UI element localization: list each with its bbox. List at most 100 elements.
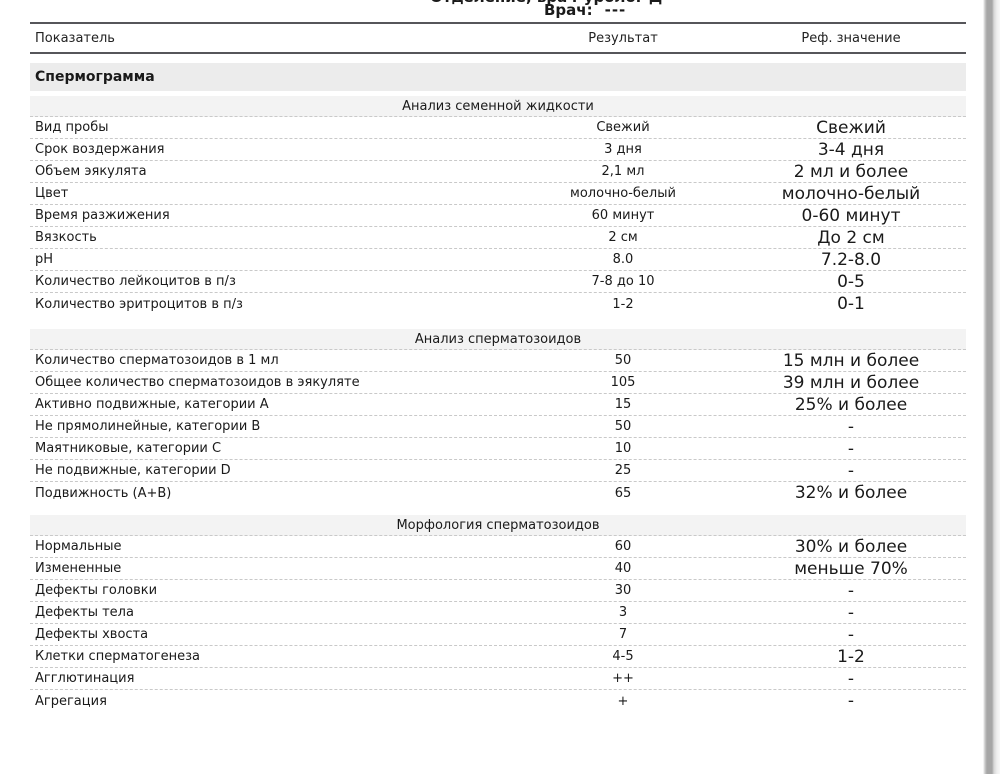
table-row: Не прямолинейные, категории B 50 -: [30, 416, 966, 438]
row-label: Количество сперматозоидов в 1 мл: [35, 353, 279, 368]
clipped-header-line: Отделение, врач-уролог Д: [430, 0, 690, 6]
table-row: Агглютинация ++ -: [30, 668, 966, 690]
section-title-band: Анализ семенной жидкости: [30, 96, 966, 117]
table-row: Вязкость 2 см До 2 см: [30, 227, 966, 249]
table-row: Время разжижения 60 минут 0-60 минут: [30, 205, 966, 227]
row-reference: Свежий: [816, 117, 886, 138]
row-result: 3: [618, 605, 628, 620]
table-row: Маятниковые, категории C 10 -: [30, 438, 966, 460]
row-result: 65: [614, 485, 632, 501]
row-label: pH: [35, 252, 54, 267]
row-reference: 32% и более: [794, 483, 908, 503]
lab-report-page: Отделение, врач-уролог Д Врач:--- Показа…: [30, 0, 966, 712]
row-label: Количество лейкоцитов в п/з: [35, 274, 236, 289]
row-reference: 0-5: [837, 271, 865, 292]
row-reference: -: [847, 668, 855, 689]
row-result: +: [617, 693, 629, 709]
table-row: Количество эритроцитов в п/з 1-2 0-1: [30, 293, 966, 315]
row-result: 2 см: [608, 230, 638, 245]
row-result: ++: [612, 671, 634, 686]
table-row: Дефекты тела 3 -: [30, 602, 966, 624]
row-reference: 30% и более: [794, 536, 908, 557]
row-reference: молочно-белый: [781, 183, 921, 204]
row-label: Цвет: [35, 186, 69, 201]
row-reference: До 2 см: [817, 227, 885, 248]
row-reference: меньше 70%: [794, 558, 908, 579]
table-row: pH 8.0 7.2-8.0: [30, 249, 966, 271]
row-label: Активно подвижные, категории A: [35, 397, 269, 412]
row-reference: -: [847, 691, 855, 711]
row-reference: -: [847, 602, 855, 623]
row-result: 40: [614, 561, 632, 576]
row-label: Агглютинация: [35, 671, 135, 686]
row-label: Клетки сперматогенеза: [35, 649, 200, 664]
row-label: Вид пробы: [35, 120, 109, 135]
row-reference: -: [847, 438, 855, 459]
row-label: Маятниковые, категории C: [35, 441, 222, 456]
row-label: Время разжижения: [35, 208, 170, 223]
table-row: Подвижность (A+B) 65 32% и более: [30, 482, 966, 504]
section-title-band: Морфология сперматозоидов: [30, 515, 966, 536]
row-result: 105: [610, 375, 636, 390]
row-reference: -: [847, 416, 855, 437]
row-result: 7: [618, 627, 628, 642]
report-title-band: Спермограмма: [30, 63, 966, 91]
sections: Анализ семенной жидкости Вид пробы Свежий С…: [30, 96, 966, 712]
clipped-header-text: Отделение, врач-уролог Д: [430, 0, 690, 6]
top-rule: [30, 22, 966, 24]
doctor-line: Врач: ---: [544, 1, 626, 19]
row-label: Нормальные: [35, 539, 122, 554]
table-row: Дефекты хвоста 7 -: [30, 624, 966, 646]
row-reference: -: [847, 580, 855, 601]
table-row: Нормальные 60 30% и более: [30, 536, 966, 558]
table-row: Общее количество сперматозоидов в эякуля…: [30, 372, 966, 394]
section-rows: Вид пробы Свежий Свежий Срок воздержания 3 д…: [30, 117, 966, 315]
row-reference: 7.2-8.0: [820, 249, 882, 270]
row-label: Подвижность (A+B): [35, 485, 172, 501]
row-label: Агрегация: [35, 693, 107, 709]
table-column-header: Показатель Результат Реф. значение: [30, 24, 966, 52]
row-label: Измененные: [35, 561, 122, 576]
table-row: Количество сперматозоидов в 1 мл 50 15 млн…: [30, 350, 966, 372]
row-result: 60 минут: [591, 208, 655, 223]
row-result: 25: [614, 463, 632, 478]
table-row: Клетки сперматогенеза 4-5 1-2: [30, 646, 966, 668]
vertical-scrollbar[interactable]: [983, 0, 1000, 774]
row-reference: 2 мл и более: [793, 161, 909, 182]
row-label: Дефекты хвоста: [35, 627, 149, 642]
header-bottom-rule: [30, 52, 966, 54]
row-reference: 1-2: [837, 646, 865, 667]
section-rows: Количество сперматозоидов в 1 мл 50 15 млн…: [30, 350, 966, 504]
row-result: 1-2: [612, 296, 634, 312]
report-title: Спермограмма: [35, 69, 155, 85]
row-reference: 3-4 дня: [817, 139, 885, 160]
column-indicator: Показатель: [35, 30, 115, 46]
row-label: Количество эритроцитов в п/з: [35, 296, 243, 312]
row-result: 3 дня: [604, 142, 642, 157]
row-result: Свежий: [596, 120, 650, 135]
row-result: 4-5: [612, 649, 634, 664]
row-reference: -: [847, 624, 855, 645]
table-row: Цвет молочно-белый молочно-белый: [30, 183, 966, 205]
row-result: 50: [614, 419, 632, 434]
doctor-label: Врач:: [544, 1, 593, 19]
doctor-value: ---: [604, 1, 627, 19]
row-result: молочно-белый: [570, 186, 676, 201]
table-row: Не подвижные, категории D 25 -: [30, 460, 966, 482]
row-reference: 39 млн и более: [782, 372, 920, 393]
row-label: Не прямолинейные, категории B: [35, 419, 261, 434]
row-result: 15: [614, 397, 632, 412]
row-label: Дефекты головки: [35, 583, 158, 598]
table-row: Объем эякулята 2,1 мл 2 мл и более: [30, 161, 966, 183]
table-row: Срок воздержания 3 дня 3-4 дня: [30, 139, 966, 161]
row-result: 10: [614, 441, 632, 456]
table-row: Агрегация + -: [30, 690, 966, 712]
table-row: Измененные 40 меньше 70%: [30, 558, 966, 580]
row-reference: 0-1: [837, 294, 865, 314]
section-rows: Нормальные 60 30% и более Измененные 40 меньш…: [30, 536, 966, 712]
table-row: Вид пробы Свежий Свежий: [30, 117, 966, 139]
table-row: Количество лейкоцитов в п/з 7-8 до 10 0-5: [30, 271, 966, 293]
row-label: Вязкость: [35, 230, 97, 245]
row-result: 7-8 до 10: [591, 274, 655, 289]
row-reference: 25% и более: [794, 394, 908, 415]
